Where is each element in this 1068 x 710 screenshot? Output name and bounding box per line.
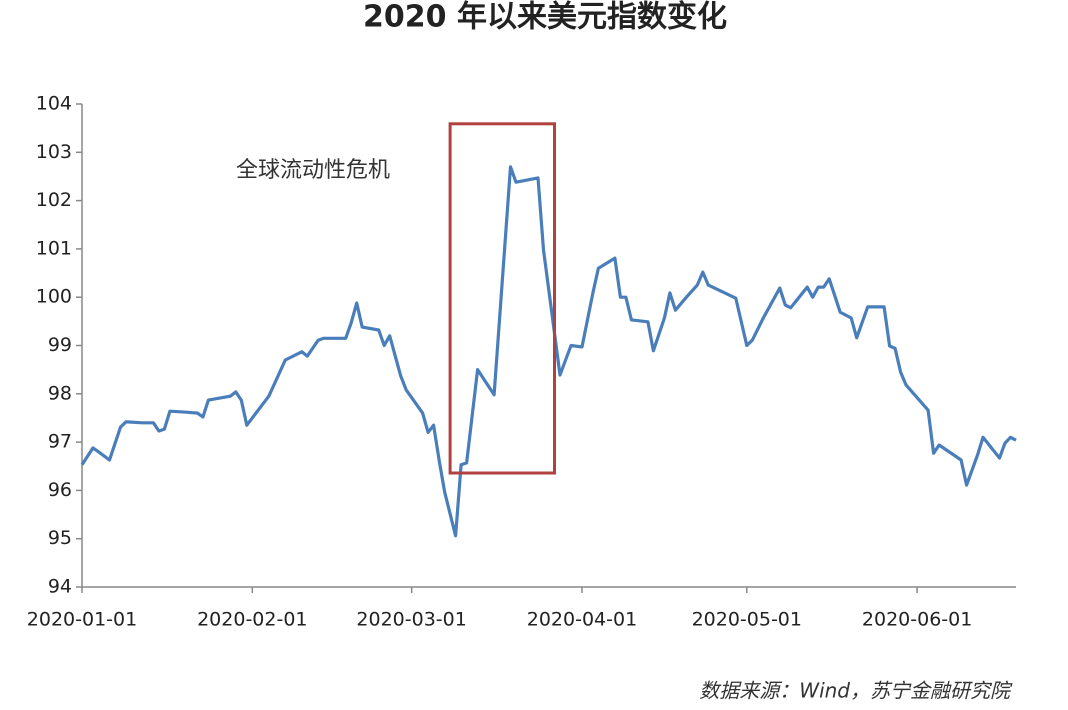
y-tick-label: 104 [36, 93, 72, 115]
source-note: 数据来源：Wind，苏宁金融研究院 [699, 679, 1013, 703]
x-tick-label: 2020-05-01 [692, 609, 802, 631]
y-tick-label: 96 [48, 479, 72, 501]
y-tick-label: 98 [48, 382, 72, 404]
x-tick-label: 2020-04-01 [527, 609, 637, 631]
y-tick-label: 95 [48, 527, 72, 549]
y-tick-label: 102 [36, 189, 72, 211]
y-tick-label: 97 [48, 431, 72, 453]
y-tick-label: 100 [36, 286, 72, 308]
y-tick-label: 103 [36, 141, 72, 163]
y-tick-label: 101 [36, 237, 72, 259]
x-tick-label: 2020-01-01 [27, 609, 137, 631]
annotation: 全球流动性危机 [236, 158, 390, 183]
x-tick-label: 2020-06-01 [862, 609, 972, 631]
x-tick-label: 2020-02-01 [197, 609, 307, 631]
y-tick-label: 94 [48, 576, 72, 598]
highlight-box [448, 122, 556, 475]
chart-title: 2020 年以来美元指数变化 [363, 0, 727, 35]
y-tick-label: 99 [48, 334, 72, 356]
x-tick-label: 2020-03-01 [356, 609, 466, 631]
line-series [80, 165, 1017, 538]
